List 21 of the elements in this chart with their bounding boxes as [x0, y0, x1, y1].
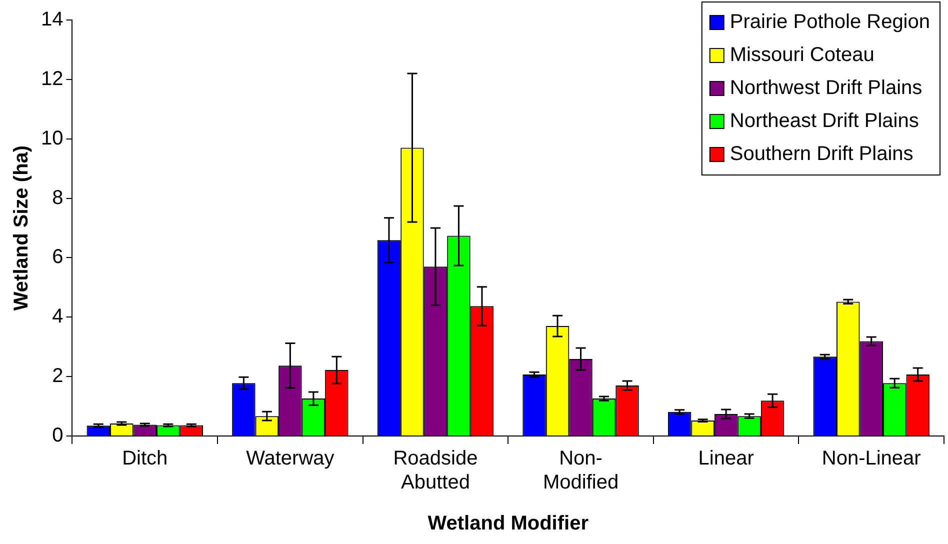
y-tick-label: 10 — [40, 127, 64, 150]
y-tick-label: 0 — [52, 424, 64, 447]
y-tick-label: 4 — [52, 306, 64, 328]
y-tick-label: 12 — [40, 68, 64, 90]
x-tick-label: Roadside Abutted — [393, 448, 478, 494]
legend-label: Prairie Pothole Region — [730, 11, 930, 34]
y-tick-label: 6 — [52, 246, 64, 268]
legend-label: Northeast Drift Plains — [730, 110, 919, 132]
x-tick-label: Ditch — [122, 448, 168, 470]
y-tick-label: 2 — [52, 365, 64, 388]
legend-label: Northwest Drift Plains — [730, 77, 922, 100]
x-tick-label: Non-Linear — [822, 448, 922, 470]
x-tick-label: Non- Modified — [542, 448, 619, 494]
y-axis-title: Wetland Size (ha) — [10, 145, 33, 311]
y-tick-label: 14 — [40, 8, 64, 31]
x-tick-label: Waterway — [246, 448, 334, 470]
y-tick-label: 8 — [52, 186, 64, 209]
x-tick-label: Linear — [698, 448, 754, 470]
legend-label: Southern Drift Plains — [730, 143, 914, 166]
legend-label: Missouri Coteau — [730, 44, 874, 66]
x-axis-title: Wetland Modifier — [428, 512, 589, 535]
